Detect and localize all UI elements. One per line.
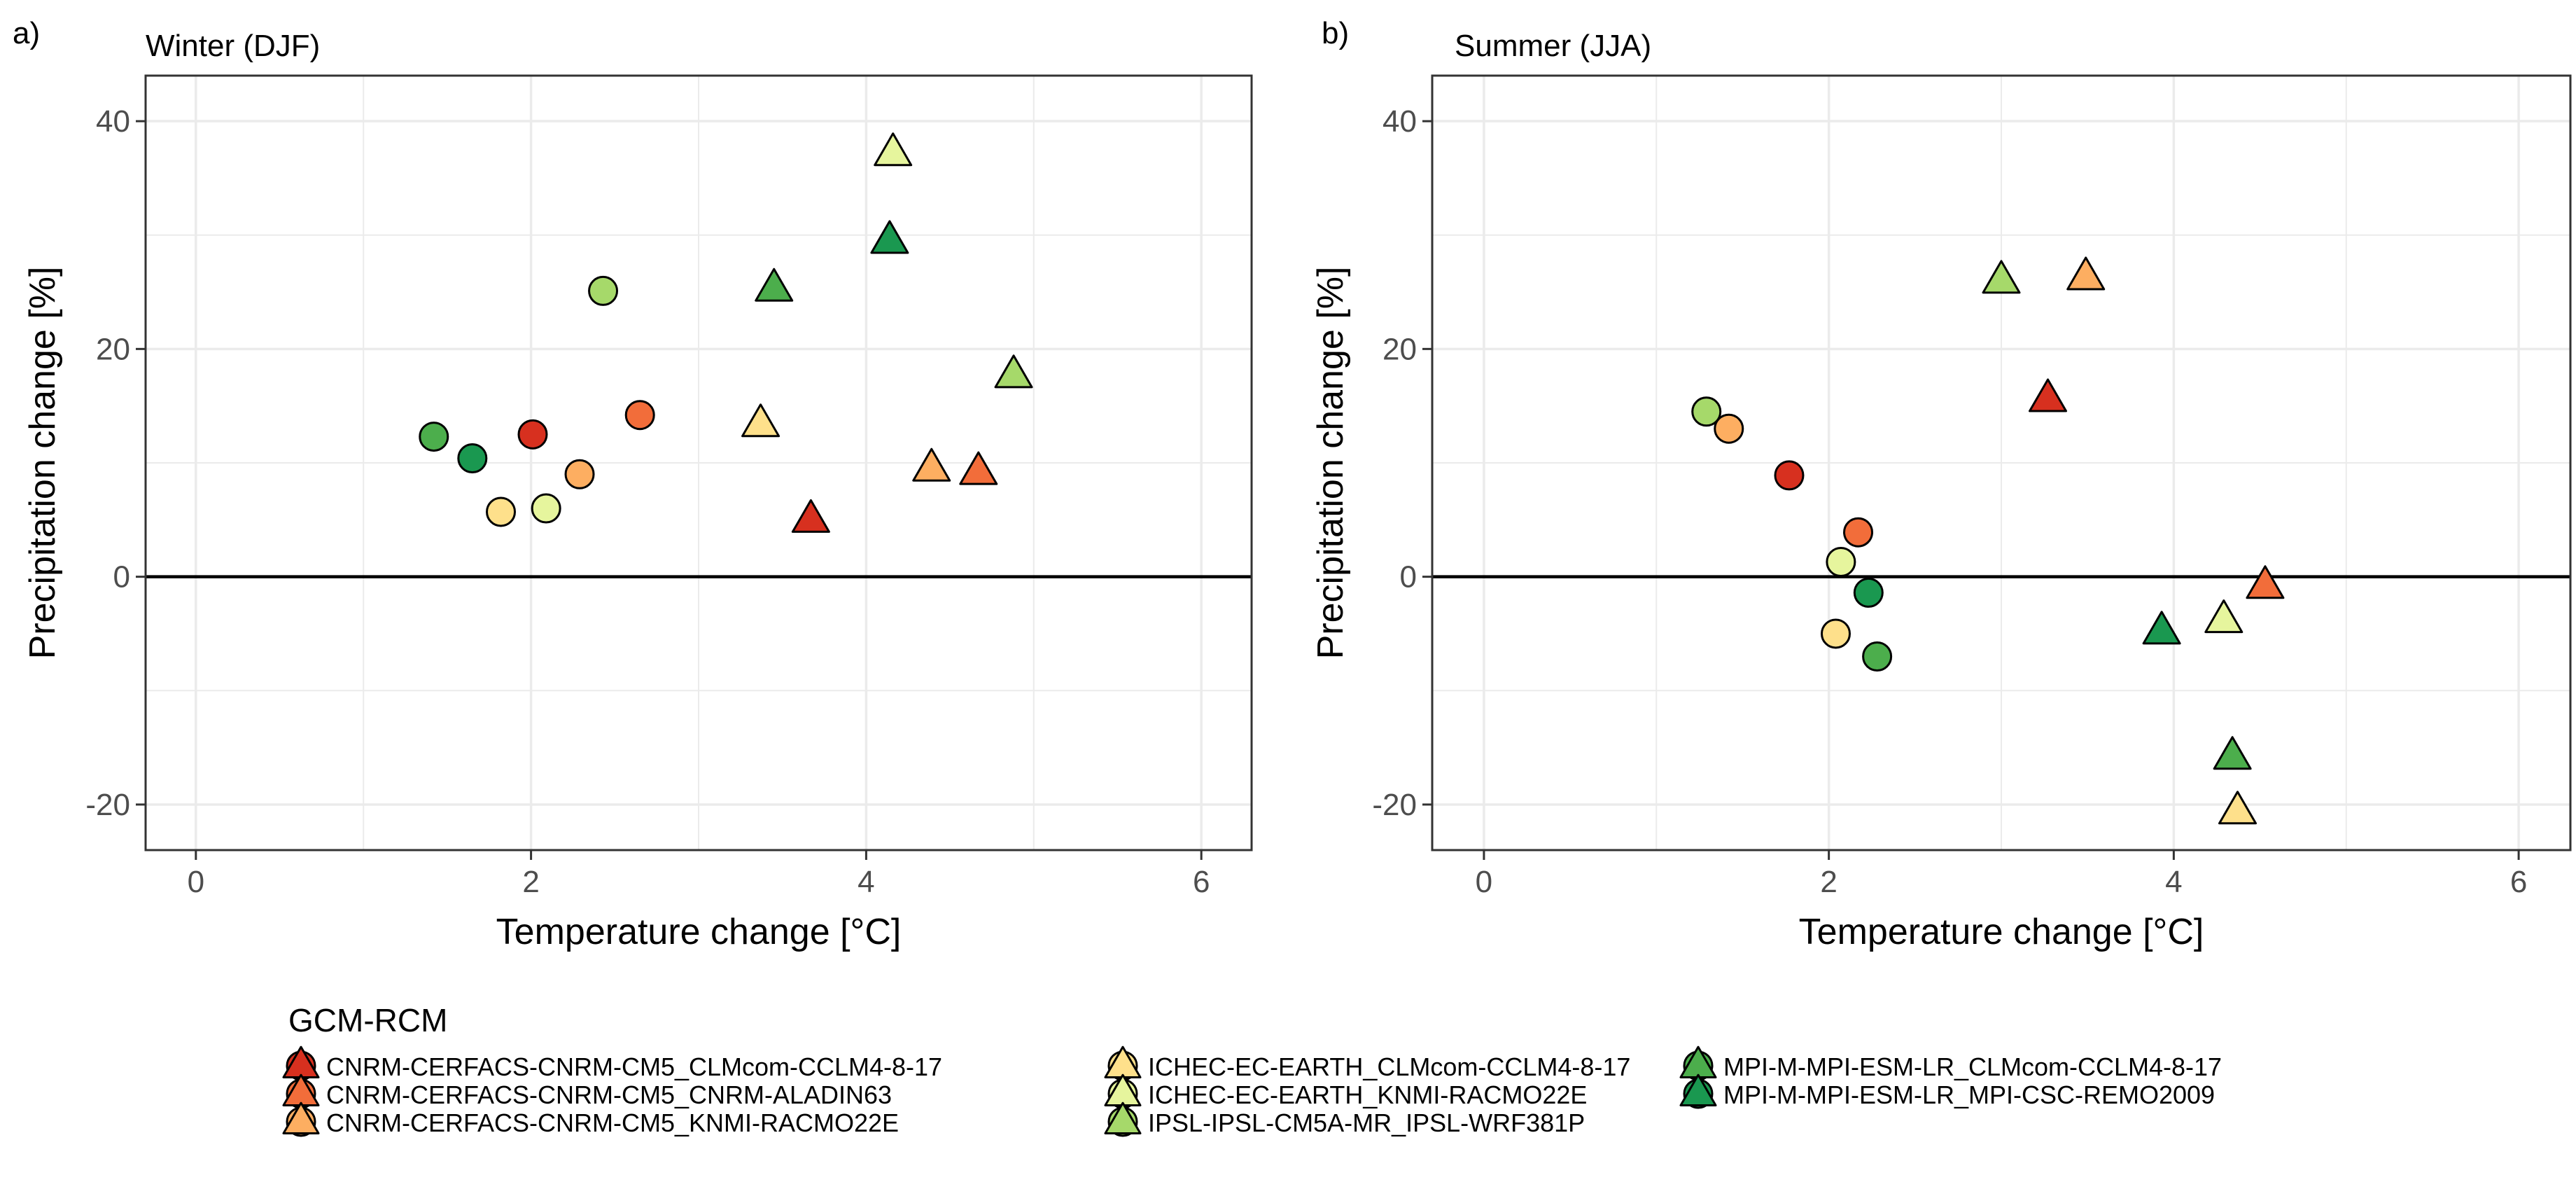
point-triangle: [2204, 599, 2244, 634]
point-triangle: [1982, 260, 2021, 294]
y-tick-label: 20: [96, 332, 130, 366]
legend-entry-label: MPI-M-MPI-ESM-LR_CLMcom-CCLM4-8-17: [1723, 1052, 2222, 1081]
y-tick-label: 40: [96, 104, 130, 139]
y-tick-label: -20: [85, 788, 130, 822]
point-circle: [419, 422, 449, 452]
point-triangle: [959, 451, 998, 485]
point-triangle: [755, 267, 794, 302]
point-triangle: [874, 132, 913, 167]
point-triangle: [870, 220, 909, 254]
panel-summer: b) Summer (JJA) 0 2 4 6 -20 0 20 40 Temperatur…: [1310, 16, 2572, 952]
x-tick-label: 4: [858, 865, 874, 899]
panel-border-winter: [144, 74, 1253, 851]
point-circle: [1826, 547, 1856, 578]
point-triangle: [2142, 611, 2181, 645]
panel-border-summer: [1431, 74, 2572, 851]
point-circle: [588, 275, 619, 306]
point-triangle: [912, 447, 951, 482]
y-tick-label: 20: [1382, 332, 1417, 366]
legend-entry-label: CNRM-CERFACS-CNRM-CM5_KNMI-RACMO22E: [326, 1108, 899, 1137]
point-circle: [531, 493, 561, 524]
x-axis-title-summer: Temperature change [°C]: [1799, 912, 2204, 952]
legend-title: GCM-RCM: [288, 1002, 447, 1038]
legend-key-triangle: [282, 1101, 320, 1134]
x-tick-label: 6: [2510, 865, 2527, 899]
point-triangle: [741, 403, 780, 438]
legend-entry-label: ICHEC-EC-EARTH_KNMI-RACMO22E: [1148, 1080, 1587, 1109]
point-circle: [624, 400, 655, 431]
panel-title-summer: Summer (JJA): [1455, 29, 1651, 63]
x-axis-ticks-winter: 0 2 4 6: [188, 850, 1210, 899]
point-triangle: [2213, 736, 2252, 770]
legend-entry-label: IPSL-IPSL-CM5A-MR_IPSL-WRF381P: [1148, 1108, 1585, 1137]
legend-key-triangle: [1679, 1073, 1717, 1106]
panel-title-winter: Winter (DJF): [146, 29, 320, 63]
panel-label-b: b): [1322, 16, 1349, 50]
y-tick-label: 0: [113, 560, 130, 595]
x-tick-label: 2: [1820, 865, 1837, 899]
y-axis-ticks-summer: -20 0 20 40: [1372, 104, 1432, 822]
point-circle: [564, 459, 595, 489]
y-tick-label: -20: [1372, 788, 1417, 822]
panel-winter: a) Winter (DJF) 0 2 4 6 -20 0 20 40 Temperatur…: [13, 16, 1253, 952]
y-tick-label: 0: [1400, 560, 1417, 595]
point-circle: [486, 496, 517, 527]
y-tick-label: 40: [1382, 104, 1417, 139]
panel-label-a: a): [13, 16, 40, 50]
legend-entry-label: CNRM-CERFACS-CNRM-CM5_CNRM-ALADIN63: [326, 1080, 892, 1109]
legend-entry-label: CNRM-CERFACS-CNRM-CM5_CLMcom-CCLM4-8-17: [326, 1052, 942, 1081]
legend-key-triangle: [1104, 1101, 1142, 1134]
x-tick-label: 6: [1193, 865, 1210, 899]
x-axis-ticks-summer: 0 2 4 6: [1476, 850, 2527, 899]
point-circle: [1820, 618, 1851, 649]
y-axis-ticks-winter: -20 0 20 40: [85, 104, 146, 822]
point-circle: [1774, 460, 1805, 491]
y-axis-title-summer: Precipitation change [%]: [1310, 267, 1351, 660]
point-triangle: [2218, 791, 2258, 825]
x-tick-label: 0: [188, 865, 204, 899]
x-tick-label: 0: [1476, 865, 1492, 899]
x-tick-label: 2: [522, 865, 539, 899]
legend-entry-label: ICHEC-EC-EARTH_CLMcom-CCLM4-8-17: [1148, 1052, 1630, 1081]
point-triangle: [2066, 256, 2106, 291]
legend-entry-label: MPI-M-MPI-ESM-LR_MPI-CSC-REMO2009: [1723, 1080, 2215, 1109]
legend-items: CNRM-CERFACS-CNRM-CM5_CLMcom-CCLM4-8-17C…: [282, 1045, 2222, 1137]
point-circle: [1853, 577, 1884, 608]
point-triangle: [994, 354, 1033, 389]
point-circle: [1843, 517, 1874, 548]
point-circle: [1714, 413, 1744, 444]
point-circle: [517, 419, 548, 450]
point-circle: [1862, 641, 1893, 672]
point-triangle: [791, 499, 830, 533]
data-points-winter: [419, 132, 1033, 533]
point-circle: [1691, 396, 1722, 427]
point-circle: [457, 443, 488, 473]
data-points-summer: [1691, 256, 2285, 825]
x-tick-label: 4: [2165, 865, 2182, 899]
point-triangle: [2029, 378, 2068, 412]
x-axis-title-winter: Temperature change [°C]: [496, 912, 902, 952]
y-axis-title-winter: Precipitation change [%]: [22, 267, 63, 660]
point-triangle: [2246, 565, 2285, 599]
legend: GCM-RCM CNRM-CERFACS-CNRM-CM5_CLMcom-CCL…: [282, 1002, 2222, 1137]
gridlines-winter: [146, 76, 1252, 850]
